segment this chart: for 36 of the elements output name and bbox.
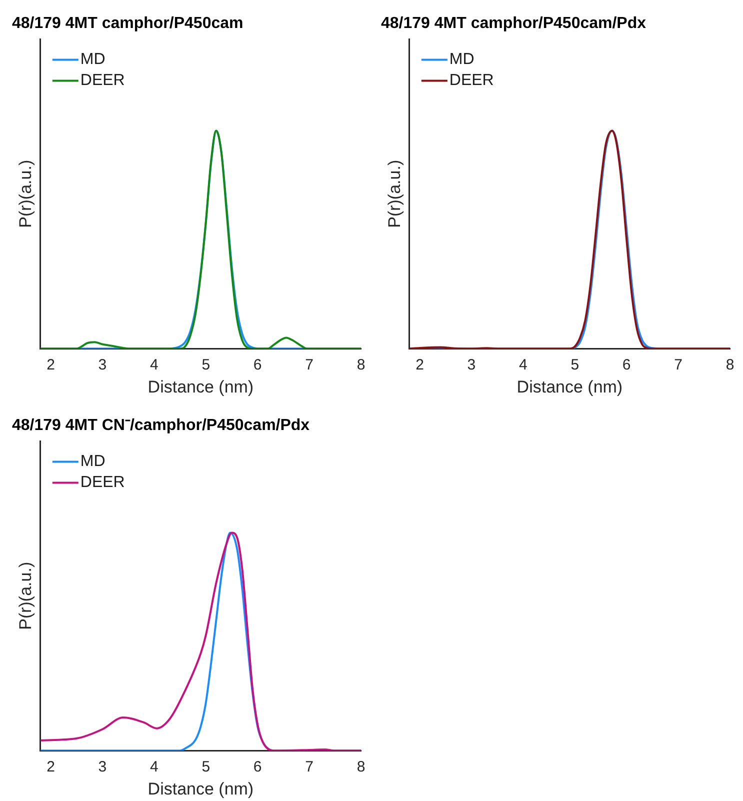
x-tick-label: 3 [98, 356, 107, 374]
x-tick-label: 5 [202, 356, 210, 374]
x-tick-label: 6 [253, 758, 262, 776]
x-tick-label: 2 [46, 356, 55, 374]
x-tick-label: 4 [150, 356, 158, 374]
x-tick-label: 8 [726, 356, 734, 374]
y-axis-title: P(r)(a.u.) [384, 160, 404, 228]
x-tick-label: 5 [202, 758, 210, 776]
x-tick-label: 8 [356, 356, 366, 374]
chart-title: 48/179 4MT CN⁻/camphor/P450cam/Pdx [12, 417, 310, 434]
x-axis-title: Distance (nm) [516, 377, 623, 396]
y-axis-title: P(r)(a.u.) [16, 160, 35, 228]
x-tick-label: 2 [416, 356, 424, 374]
x-tick-label: 3 [467, 356, 476, 374]
x-tick-label: 5 [570, 356, 580, 374]
legend-label: MD [449, 51, 474, 68]
x-tick-label: 3 [98, 758, 107, 776]
y-axis-title: P(r)(a.u.) [16, 562, 35, 630]
legend-label: DEER [80, 72, 125, 90]
x-tick-label: 7 [674, 356, 682, 374]
x-tick-label: 8 [356, 758, 366, 776]
x-tick-label: 7 [305, 356, 314, 374]
x-tick-label: 2 [46, 758, 55, 776]
legend-label: DEER [449, 72, 494, 90]
x-axis-title: Distance (nm) [148, 377, 254, 396]
chart-title: 48/179 4MT camphor/P450cam/Pdx [381, 15, 646, 32]
x-tick-label: 4 [518, 356, 528, 374]
chart-title: 48/179 4MT camphor/P450cam [12, 15, 244, 32]
x-axis-title: Distance (nm) [148, 779, 254, 798]
x-tick-label: 7 [305, 758, 314, 776]
x-tick-label: 4 [150, 758, 158, 776]
legend-label: MD [80, 51, 106, 68]
legend-label: MD [80, 453, 106, 470]
legend-label: DEER [80, 474, 125, 492]
x-tick-label: 6 [622, 356, 631, 374]
x-tick-label: 6 [253, 356, 262, 374]
